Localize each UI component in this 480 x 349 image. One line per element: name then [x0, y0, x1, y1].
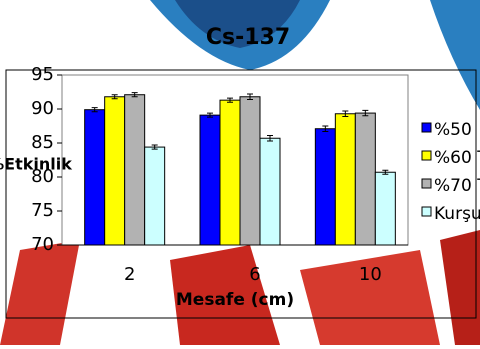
bar — [240, 97, 260, 245]
y-tick-label: 90 — [31, 98, 54, 119]
legend-swatch — [422, 207, 431, 216]
legend-label: Kurşun — [434, 204, 480, 224]
bar — [125, 95, 145, 245]
y-tick-label: 95 — [31, 64, 54, 85]
legend-label: %60 Ta — [434, 148, 480, 168]
bar — [145, 147, 165, 245]
x-axis-label: Mesafe (cm) — [176, 290, 294, 310]
x-tick-label: 2 — [124, 264, 135, 285]
chart: Cs-137 %Etkinlik Mesafe (cm) 70758085909… — [0, 0, 480, 345]
chart-title: Cs-137 — [206, 25, 290, 50]
legend-swatch — [422, 179, 431, 188]
legend-swatch — [422, 123, 431, 132]
bar — [315, 129, 335, 245]
page: {"chart_data": {"type": "bar", "title": … — [0, 0, 480, 349]
legend-label: %70 Ta — [434, 176, 480, 196]
bar — [220, 100, 240, 245]
x-tick-label: 10 — [359, 264, 382, 285]
y-tick-label: 70 — [31, 234, 54, 255]
y-tick-label: 75 — [31, 200, 54, 221]
legend-swatch — [422, 151, 431, 160]
bar — [105, 97, 125, 245]
legend-label: %50 — [434, 120, 472, 140]
bar — [335, 114, 355, 245]
x-tick-label: 6 — [249, 264, 260, 285]
bar — [375, 172, 395, 245]
y-tick-label: 85 — [31, 132, 54, 153]
bar — [85, 110, 105, 245]
bar — [200, 115, 220, 245]
bar — [260, 138, 280, 245]
bar — [355, 113, 375, 245]
y-tick-label: 80 — [31, 166, 54, 187]
